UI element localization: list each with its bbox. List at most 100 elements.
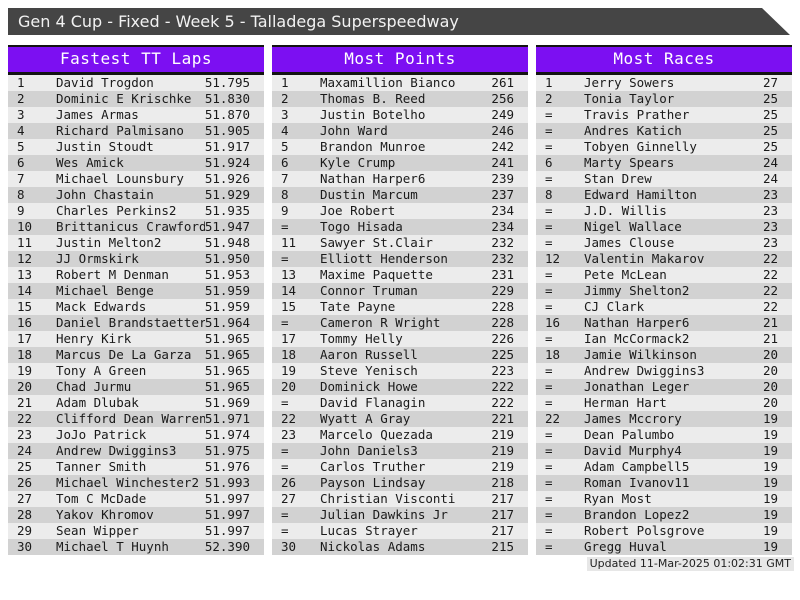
- table-row: = David Murphy4 19: [536, 443, 792, 459]
- rank-cell: 14: [17, 283, 33, 298]
- value-cell: 51.959: [204, 299, 250, 314]
- name-cell: Dominick Howe: [320, 379, 418, 394]
- rank-cell: 6: [545, 155, 553, 170]
- rank-cell: 9: [17, 203, 25, 218]
- name-cell: Michael T Huynh: [56, 539, 169, 554]
- name-cell: John Daniels3: [320, 443, 418, 458]
- value-cell: 228: [491, 299, 514, 314]
- value-cell: 51.969: [204, 395, 250, 410]
- name-cell: Marcus De La Garza: [56, 347, 192, 362]
- rank-cell: 11: [281, 235, 297, 250]
- table-row: = Andres Katich 25: [536, 123, 792, 139]
- table-row: 7 Michael Lounsbury 51.926: [8, 171, 264, 187]
- rank-cell: 7: [17, 171, 25, 186]
- value-cell: 24: [762, 155, 778, 170]
- table-row: 11 Sawyer St.Clair 232: [272, 235, 528, 251]
- value-cell: 51.795: [204, 75, 250, 90]
- table-row: 27 Tom C McDade 51.997: [8, 491, 264, 507]
- name-cell: Travis Prather: [584, 107, 690, 122]
- value-cell: 51.971: [204, 411, 250, 426]
- table-row: = Jimmy Shelton2 22: [536, 283, 792, 299]
- rank-cell: 18: [545, 347, 561, 362]
- value-cell: 215: [491, 539, 514, 554]
- value-cell: 19: [762, 523, 778, 538]
- name-cell: Edward Hamilton: [584, 187, 697, 202]
- name-cell: Sean Wipper: [56, 523, 139, 538]
- value-cell: 51.947: [204, 219, 250, 234]
- name-cell: J.D. Willis: [584, 203, 667, 218]
- table-row: = Cameron R Wright 228: [272, 315, 528, 331]
- rank-cell: 23: [17, 427, 33, 442]
- table-row: = Stan Drew 24: [536, 171, 792, 187]
- name-cell: Mack Edwards: [56, 299, 147, 314]
- name-cell: Marty Spears: [584, 155, 675, 170]
- value-cell: 219: [491, 459, 514, 474]
- value-cell: 222: [491, 379, 514, 394]
- value-cell: 237: [491, 187, 514, 202]
- name-cell: Elliott Henderson: [320, 251, 448, 266]
- name-cell: Tommy Helly: [320, 331, 403, 346]
- name-cell: Connor Truman: [320, 283, 418, 298]
- table-row: 22 Clifford Dean Warren 51.971: [8, 411, 264, 427]
- name-cell: Aaron Russell: [320, 347, 418, 362]
- table-row: = J.D. Willis 23: [536, 203, 792, 219]
- name-cell: Roman Ivanov11: [584, 475, 690, 490]
- value-cell: 246: [491, 123, 514, 138]
- rank-cell: =: [545, 299, 553, 314]
- name-cell: James Mccrory: [584, 411, 682, 426]
- name-cell: Christian Visconti: [320, 491, 456, 506]
- value-cell: 229: [491, 283, 514, 298]
- rank-cell: =: [545, 427, 553, 442]
- rank-cell: =: [281, 443, 289, 458]
- table-row: 19 Steve Yenisch 223: [272, 363, 528, 379]
- value-cell: 219: [491, 427, 514, 442]
- rank-cell: 15: [17, 299, 33, 314]
- rank-cell: =: [545, 507, 553, 522]
- rank-cell: 24: [17, 443, 33, 458]
- name-cell: John Ward: [320, 123, 388, 138]
- rank-cell: 4: [281, 123, 289, 138]
- rank-cell: 2: [545, 91, 553, 106]
- rank-cell: 20: [281, 379, 297, 394]
- value-cell: 232: [491, 251, 514, 266]
- table-row: 21 Adam Dlubak 51.969: [8, 395, 264, 411]
- table-row: 8 Dustin Marcum 237: [272, 187, 528, 203]
- name-cell: Tanner Smith: [56, 459, 147, 474]
- value-cell: 51.976: [204, 459, 250, 474]
- rank-cell: =: [545, 267, 553, 282]
- table-most-races: Most Races 1 Jerry Sowers 27 2 Tonia Taylor 2…: [536, 45, 792, 555]
- table-row: 9 Charles Perkins2 51.935: [8, 203, 264, 219]
- name-cell: Marcelo Quezada: [320, 427, 433, 442]
- name-cell: David Murphy4: [584, 443, 682, 458]
- rank-cell: 7: [281, 171, 289, 186]
- rank-cell: 1: [281, 75, 289, 90]
- rank-cell: 17: [17, 331, 33, 346]
- rank-cell: =: [545, 203, 553, 218]
- name-cell: Adam Dlubak: [56, 395, 139, 410]
- value-cell: 51.905: [204, 123, 250, 138]
- rank-cell: =: [545, 523, 553, 538]
- value-cell: 225: [491, 347, 514, 362]
- rank-cell: =: [545, 139, 553, 154]
- name-cell: David Flanagin: [320, 395, 426, 410]
- value-cell: 19: [762, 507, 778, 522]
- value-cell: 51.926: [204, 171, 250, 186]
- value-cell: 51.997: [204, 507, 250, 522]
- table-row: 3 James Armas 51.870: [8, 107, 264, 123]
- table-row: = Herman Hart 20: [536, 395, 792, 411]
- rank-cell: 8: [545, 187, 553, 202]
- value-cell: 51.953: [204, 267, 250, 282]
- table-row: 11 Justin Melton2 51.948: [8, 235, 264, 251]
- table-row: = John Daniels3 219: [272, 443, 528, 459]
- name-cell: Valentin Makarov: [584, 251, 705, 266]
- name-cell: JJ Ormskirk: [56, 251, 139, 266]
- value-cell: 234: [491, 203, 514, 218]
- value-cell: 19: [762, 427, 778, 442]
- table-row: 20 Dominick Howe 222: [272, 379, 528, 395]
- table-row: 9 Joe Robert 234: [272, 203, 528, 219]
- name-cell: Gregg Huval: [584, 539, 667, 554]
- table-row: 5 Brandon Munroe 242: [272, 139, 528, 155]
- name-cell: Andres Katich: [584, 123, 682, 138]
- table-row: 4 John Ward 246: [272, 123, 528, 139]
